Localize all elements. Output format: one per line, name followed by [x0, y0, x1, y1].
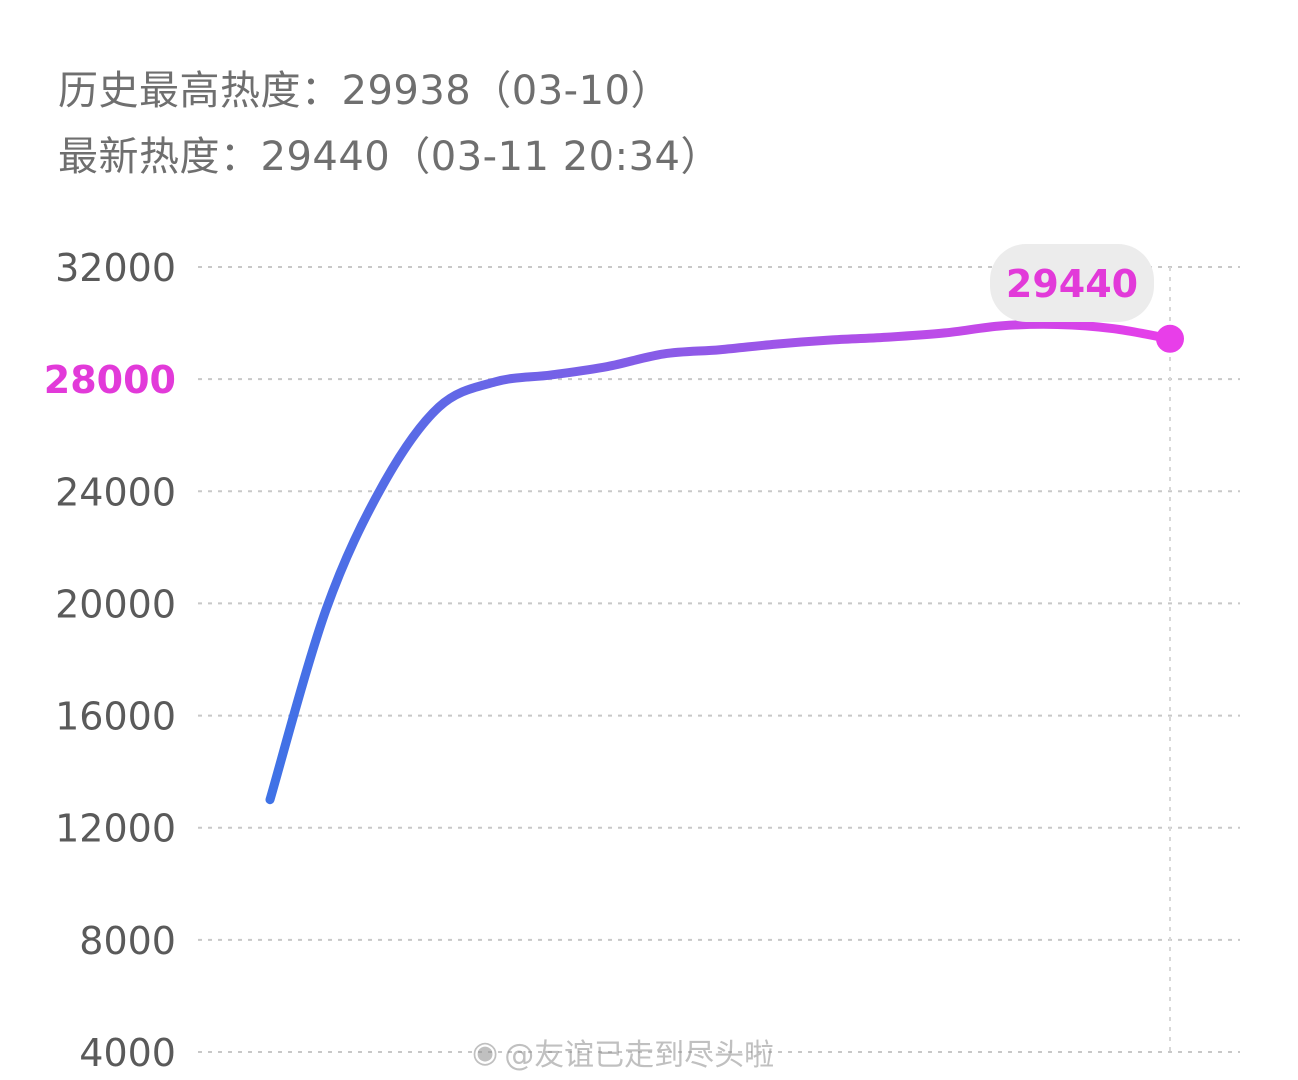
y-tick-label: 24000: [55, 470, 176, 514]
y-tick-label: 20000: [55, 582, 176, 626]
y-tick-label: 4000: [79, 1031, 176, 1075]
peak-heat-line: 历史最高热度：29938（03-10）: [58, 58, 721, 124]
latest-point-marker[interactable]: [1156, 324, 1184, 353]
latest-heat-time: （03-11 20:34）: [390, 134, 721, 180]
watermark-text: @友谊已走到尽头啦: [504, 1038, 775, 1073]
latest-heat-label: 最新热度：: [58, 134, 261, 180]
weibo-logo-icon: ◉: [472, 1034, 499, 1070]
latest-heat-value: 29440: [260, 134, 391, 180]
y-tick-label: 8000: [79, 919, 176, 963]
tooltip-value: 29440: [1006, 262, 1138, 306]
y-tick-label: 16000: [55, 695, 176, 739]
peak-heat-label: 历史最高热度：: [58, 68, 342, 114]
peak-heat-date: （03-10）: [471, 68, 671, 114]
y-tick-label: 12000: [55, 807, 176, 851]
series-line: [265, 319, 1175, 805]
y-tick-label: 32000: [55, 246, 176, 290]
peak-heat-value: 29938: [341, 68, 472, 114]
stats-header: 历史最高热度：29938（03-10） 最新热度：29440（03-11 20:…: [58, 58, 721, 190]
latest-heat-line: 最新热度：29440（03-11 20:34）: [58, 124, 721, 190]
watermark: ◉ @友谊已走到尽头啦: [472, 1030, 774, 1074]
y-tick-label: 28000: [44, 358, 176, 402]
tooltip-bubble: [990, 244, 1154, 322]
